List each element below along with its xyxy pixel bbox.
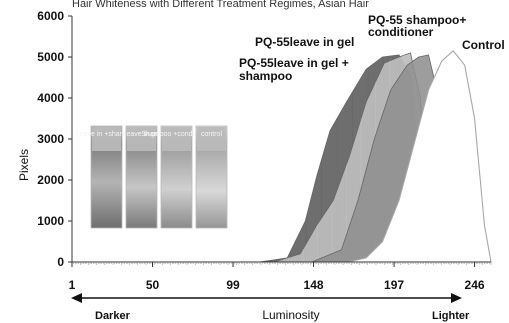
x-tick-label-5: 197	[384, 278, 404, 292]
x-axis-label: Luminosity	[262, 308, 319, 322]
y-tick-label-6: 5000	[37, 50, 64, 64]
annotation-3-line-1: PQ-55leave in gel	[255, 35, 354, 49]
y-axis-label: Pixels	[17, 149, 31, 181]
y-tick-label-1: 0	[57, 255, 64, 269]
inset-label-4: control	[201, 131, 222, 138]
annotation-4: PQ-55leave in gel + shampoo	[239, 56, 349, 83]
inset-swatch-header-2	[127, 127, 156, 151]
series-layer	[259, 50, 492, 263]
inset-label-3: Shampoo +conditioner	[141, 131, 212, 138]
lighter-arrow-head	[451, 293, 462, 303]
chart-title: Hair Whiteness with Different Treatment …	[72, 0, 369, 10]
inset-swatch-header-3	[162, 127, 191, 151]
annotation-1: PQ-55 shampoo+ conditioner	[368, 13, 466, 39]
x-tick-label-3: 99	[226, 278, 240, 292]
y-tick-label-7: 6000	[37, 9, 64, 23]
annotation-3: PQ-55leave in gel	[255, 35, 354, 49]
inset-swatch-header-1	[92, 127, 121, 151]
inset-label-1: Leave in +shampoo	[76, 131, 137, 138]
annotation-4-line-2: shampoo	[239, 69, 292, 83]
inset-swatch-header-4	[197, 127, 226, 151]
x-tick-label-4: 148	[304, 278, 324, 292]
annotation-1-line-2: conditioner	[368, 25, 434, 39]
annotation-layer: PQ-55 shampoo+ conditionerControlPQ-55lea…	[239, 13, 505, 83]
y-tick-label-3: 2000	[37, 173, 64, 187]
darker-arrow-head	[71, 293, 82, 303]
y-tick-label-5: 4000	[37, 91, 64, 105]
annotation-4-line-1: PQ-55leave in gel +	[239, 56, 349, 70]
lighter-label: Lighter	[432, 310, 470, 322]
darker-label: Darker	[95, 310, 131, 322]
axes-layer: 0 1000 2000 3000 4000 5000 6000 1 50 99 148 197 246	[37, 9, 492, 303]
y-tick-label-2: 1000	[37, 214, 64, 228]
x-tick-label-2: 50	[146, 278, 160, 292]
annotation-1-line-1: PQ-55 shampoo+	[368, 13, 466, 27]
series-area-4	[347, 50, 492, 263]
annotation-2: Control	[462, 38, 505, 52]
x-tick-label-6: 246	[465, 278, 485, 292]
x-tick-label-1: 1	[69, 278, 76, 292]
inset-label-2: Leave in gel	[123, 131, 161, 138]
annotation-2-line-1: Control	[462, 38, 505, 52]
y-tick-label-4: 3000	[37, 132, 64, 146]
